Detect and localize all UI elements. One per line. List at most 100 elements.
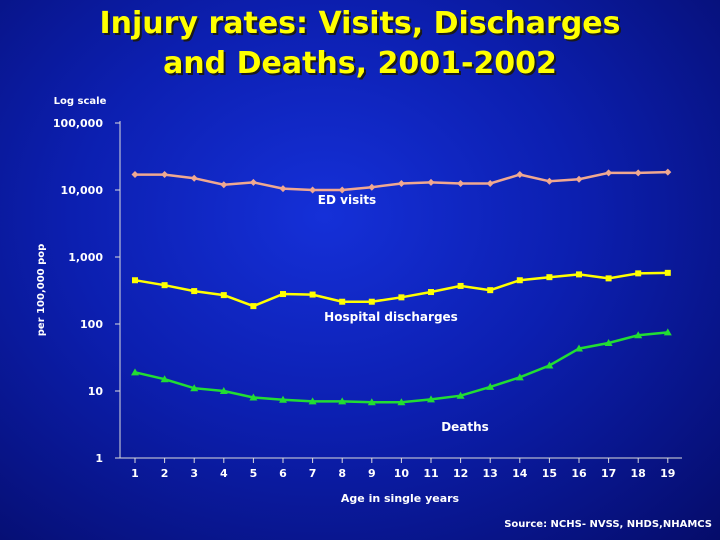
x-tick-label: 15 <box>542 467 557 480</box>
data-point-deaths <box>545 361 554 369</box>
data-point-hospital-discharges <box>605 275 612 282</box>
data-point-deaths <box>575 344 583 352</box>
data-point-ed-visits <box>634 169 642 177</box>
data-point-deaths <box>486 382 495 390</box>
x-tick-label: 11 <box>423 467 438 480</box>
data-point-ed-visits <box>190 174 198 182</box>
scale-note: Log scale <box>54 96 107 107</box>
data-point-deaths <box>397 398 406 406</box>
data-point-hospital-discharges <box>546 274 553 281</box>
x-tick-label: 3 <box>190 467 198 480</box>
x-tick-label: 18 <box>631 467 646 480</box>
x-tick-label: 2 <box>161 467 169 480</box>
data-point-deaths <box>279 395 287 403</box>
series-label-hospital-discharges: Hospital discharges <box>324 310 458 324</box>
series-labels: ED visits Hospital discharges Deaths <box>318 193 489 434</box>
data-point-ed-visits <box>457 180 465 188</box>
data-point-deaths <box>456 391 465 399</box>
data-point-hospital-discharges <box>457 282 464 289</box>
title-line-2: and Deaths, 2001-2002 <box>163 46 557 81</box>
data-point-deaths <box>427 395 435 403</box>
data-point-deaths <box>308 397 317 405</box>
data-point-hospital-discharges <box>368 298 375 305</box>
data-point-ed-visits <box>309 186 317 194</box>
data-point-deaths <box>160 375 169 383</box>
data-point-ed-visits <box>338 186 346 194</box>
data-point-hospital-discharges <box>161 282 168 289</box>
data-point-deaths <box>367 398 376 406</box>
y-axis-label: per 100,000 pop <box>36 244 47 337</box>
x-tick-label: 10 <box>394 467 410 480</box>
x-tick-label: 4 <box>220 467 228 480</box>
data-point-ed-visits <box>368 183 376 191</box>
source-note: Source: NCHS- NVSS, NHDS,NHAMCS <box>504 519 712 530</box>
y-tick-label: 10 <box>88 385 104 398</box>
x-tick-label: 12 <box>453 467 468 480</box>
y-tick-label: 10,000 <box>61 184 104 197</box>
data-point-deaths <box>190 384 199 392</box>
data-point-hospital-discharges <box>220 292 227 299</box>
data-point-deaths <box>604 339 613 347</box>
data-point-deaths <box>131 368 139 376</box>
data-point-hospital-discharges <box>576 271 582 278</box>
data-point-deaths <box>338 397 347 405</box>
data-point-ed-visits <box>545 177 553 185</box>
data-point-hospital-discharges <box>428 289 434 296</box>
y-tick-label: 1 <box>95 452 103 465</box>
series-label-ed-visits: ED visits <box>318 193 376 207</box>
series-hospital-discharges <box>132 269 671 310</box>
data-point-hospital-discharges <box>487 287 494 294</box>
x-tick-label: 14 <box>512 467 528 480</box>
series-line-hospital-discharges <box>134 271 668 308</box>
data-point-deaths <box>515 373 524 381</box>
data-point-ed-visits <box>397 180 405 188</box>
data-point-ed-visits <box>486 180 494 188</box>
data-point-ed-visits <box>249 178 257 186</box>
data-point-ed-visits <box>516 171 524 179</box>
data-point-hospital-discharges <box>280 291 286 298</box>
y-tick-label: 100,000 <box>53 117 103 130</box>
data-point-deaths <box>249 393 258 401</box>
slide-title: Injury rates: Visits, Discharges and Dea… <box>0 4 720 84</box>
x-tick-label: 1 <box>131 467 139 480</box>
x-tick-label: 17 <box>601 467 616 480</box>
data-point-ed-visits <box>605 169 613 177</box>
x-axis-label: Age in single years <box>341 492 460 505</box>
x-tick-label: 19 <box>660 467 675 480</box>
data-point-ed-visits <box>427 178 435 186</box>
data-point-hospital-discharges <box>309 291 316 298</box>
data-point-hospital-discharges <box>635 270 642 277</box>
data-point-hospital-discharges <box>339 298 346 305</box>
data-point-ed-visits <box>161 171 169 179</box>
data-point-hospital-discharges <box>398 294 405 301</box>
x-tick-label: 5 <box>250 467 258 480</box>
data-point-deaths <box>663 328 672 336</box>
data-point-ed-visits <box>664 168 672 176</box>
data-point-hospital-discharges <box>250 303 257 310</box>
data-point-hospital-discharges <box>664 269 671 276</box>
y-tick-label: 100 <box>80 318 103 331</box>
data-point-ed-visits <box>220 181 228 189</box>
data-point-deaths <box>219 387 228 394</box>
data-point-hospital-discharges <box>516 277 523 284</box>
data-point-ed-visits <box>575 175 583 183</box>
title-line-1: Injury rates: Visits, Discharges <box>99 6 621 41</box>
series-label-deaths: Deaths <box>441 420 489 434</box>
series-ed-visits <box>131 168 672 194</box>
series-layer <box>131 168 672 406</box>
x-tick-label: 7 <box>309 467 317 480</box>
series-line-deaths <box>134 331 668 404</box>
data-point-ed-visits <box>279 185 287 193</box>
y-tick-label: 1,000 <box>68 251 103 264</box>
data-point-hospital-discharges <box>191 288 198 295</box>
series-deaths <box>131 328 672 406</box>
x-tick-label: 9 <box>368 467 376 480</box>
x-tick-label: 13 <box>483 467 498 480</box>
x-tick-label: 6 <box>279 467 287 480</box>
data-point-ed-visits <box>131 171 139 179</box>
data-point-deaths <box>634 331 643 339</box>
data-point-hospital-discharges <box>132 277 138 284</box>
x-tick-label: 8 <box>338 467 346 480</box>
